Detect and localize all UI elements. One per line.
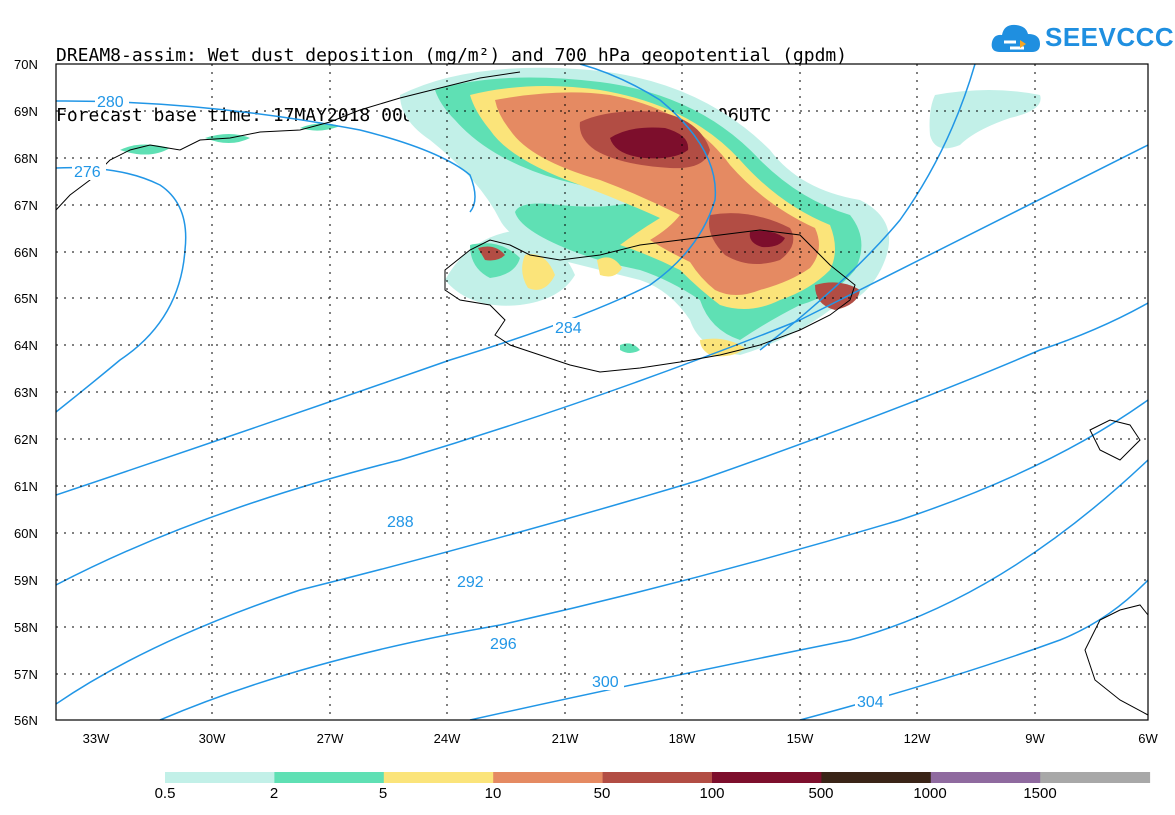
lon-label: 9W (1025, 731, 1045, 746)
lat-label: 65N (14, 291, 38, 306)
lat-label: 66N (14, 245, 38, 260)
dust-field-west (120, 123, 745, 357)
contour-304 (799, 579, 1148, 720)
legend-swatch (821, 772, 932, 783)
legend-swatch (602, 772, 713, 783)
lat-label: 70N (14, 57, 38, 72)
legend-swatch (712, 772, 822, 783)
lat-label: 59N (14, 573, 38, 588)
iceland-coast (444, 229, 856, 373)
scotland-coast (1084, 604, 1148, 716)
lat-label: 56N (14, 713, 38, 728)
legend-label: 100 (699, 785, 725, 802)
map-frame (55, 63, 1149, 721)
legend-label: 500 (808, 785, 834, 802)
faroe-coast (1089, 419, 1141, 461)
lon-label: 12W (904, 731, 931, 746)
legend-swatch (274, 772, 385, 783)
legend-label: 1500 (1023, 785, 1057, 802)
lat-label: 64N (14, 338, 38, 353)
contour-280 (56, 100, 476, 213)
longitude-labels: 33W 30W 27W 24W 21W 18W 15W 12W 9W 6W (83, 731, 1159, 746)
lon-label: 24W (434, 731, 461, 746)
legend-label: 5 (378, 785, 388, 802)
contour-284 (56, 64, 717, 496)
lat-label: 57N (14, 667, 38, 682)
legend-swatch (165, 772, 275, 783)
lon-label: 33W (83, 731, 110, 746)
contour-300 (469, 459, 1148, 720)
dust-shading (120, 67, 1041, 357)
contour-label-304: 304 (857, 694, 884, 711)
legend-swatch (930, 772, 1041, 783)
lat-label: 68N (14, 151, 38, 166)
legend-swatch (493, 772, 604, 783)
lat-label: 62N (14, 432, 38, 447)
legend-swatch (383, 772, 494, 783)
legend-label: 1000 (913, 785, 947, 802)
contour-label-group: 280 276 284 288 292 296 300 304 (72, 92, 889, 711)
contour-292 (56, 302, 1148, 705)
lat-label: 63N (14, 385, 38, 400)
geopotential-contours (56, 64, 1148, 720)
legend-label: 50 (593, 785, 611, 802)
contour-296 (159, 399, 1148, 720)
title-line-1: DREAM8-assim: Wet dust deposition (mg/m²… (56, 45, 848, 66)
contour-276 (56, 166, 187, 413)
lat-label: 61N (14, 479, 38, 494)
lat-label: 67N (14, 198, 38, 213)
contour-label-296: 296 (490, 636, 517, 653)
lon-label: 21W (552, 731, 579, 746)
contour-label-280: 280 (97, 94, 124, 111)
contour-label-276: 276 (74, 164, 101, 181)
legend-swatch (1040, 772, 1151, 783)
lat-label: 69N (14, 104, 38, 119)
lon-label: 6W (1138, 731, 1158, 746)
seevccc-logo: SEEVCCC (990, 18, 1174, 58)
lon-label: 30W (199, 731, 226, 746)
contour-label-292: 292 (457, 574, 484, 591)
contour-label-284: 284 (555, 320, 582, 337)
lon-label: 27W (317, 731, 344, 746)
dust-field-main (400, 67, 890, 356)
contour-label-300: 300 (592, 674, 619, 691)
contour-288 (56, 144, 1148, 586)
legend-label: 10 (484, 785, 502, 802)
dust-field-east (929, 90, 1041, 149)
logo-text: SEEVCCC (1045, 22, 1175, 52)
legend-label: 2 (269, 785, 279, 802)
legend-label: 0.5 (154, 785, 176, 802)
lat-label: 58N (14, 620, 38, 635)
cloud-icon (991, 24, 1040, 52)
lon-label: 15W (787, 731, 814, 746)
contour-284-east (759, 64, 976, 351)
lon-label: 18W (669, 731, 696, 746)
latitude-labels: 70N 69N 68N 67N 66N 65N 64N 63N 62N 61N … (14, 57, 38, 728)
lat-label: 60N (14, 526, 38, 541)
contour-label-288: 288 (387, 514, 414, 531)
legend-colorbar (165, 772, 1151, 783)
